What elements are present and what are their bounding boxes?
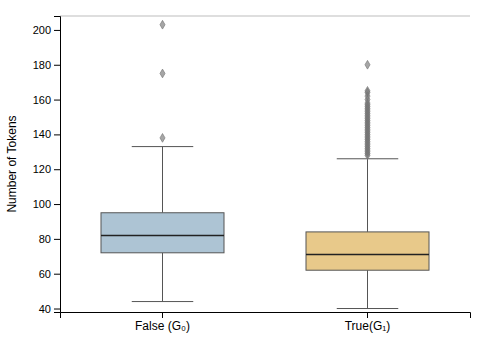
flier	[160, 20, 165, 29]
cap-low	[337, 308, 399, 309]
x-tick: False (G₀)	[135, 312, 190, 333]
y-tick: 40	[39, 303, 60, 315]
y-tick-mark	[54, 204, 60, 205]
y-tick-label: 40	[39, 303, 51, 315]
boxes	[101, 20, 429, 308]
whisker-low	[162, 253, 163, 302]
flier	[160, 134, 165, 143]
y-tick-label: 60	[39, 268, 51, 280]
y-tick-mark	[54, 30, 60, 31]
y-tick: 60	[39, 268, 60, 280]
x-axis: False (G₀) True(G₁)	[61, 312, 471, 333]
whisker-low	[367, 270, 368, 308]
y-tick-mark	[54, 134, 60, 135]
box-group	[306, 60, 429, 308]
median	[101, 235, 224, 237]
chart: 40 60 80 100 120 140 160 180 200 False (G₀) True(G…	[0, 0, 486, 350]
y-tick: 120	[33, 163, 60, 175]
box	[306, 232, 429, 270]
y-tick: 180	[33, 59, 60, 71]
box-group	[101, 20, 224, 301]
whisker-high	[162, 147, 163, 213]
box	[101, 213, 224, 253]
y-axis: 40 60 80 100 120 140 160 180 200	[33, 17, 61, 315]
y-axis-title: Number of Tokens	[5, 115, 19, 212]
x-tick-mark	[367, 312, 368, 318]
y-tick-label: 140	[33, 128, 51, 140]
y-tick-mark	[54, 169, 60, 170]
cap-low	[132, 301, 194, 302]
cap-high	[132, 146, 194, 147]
y-tick-mark	[54, 274, 60, 275]
y-tick-label: 160	[33, 94, 51, 106]
y-tick-label: 120	[33, 163, 51, 175]
y-tick: 200	[33, 24, 60, 36]
frame-top	[60, 16, 470, 17]
x-tick-mark	[162, 312, 163, 318]
median	[306, 254, 429, 256]
y-tick-mark	[54, 309, 60, 310]
x-tick-label: True(G₁)	[345, 319, 391, 333]
flier	[365, 87, 370, 96]
flier	[365, 60, 370, 69]
y-tick-label: 180	[33, 59, 51, 71]
y-tick-mark	[54, 239, 60, 240]
x-axis-line	[61, 313, 471, 319]
whisker-high	[367, 159, 368, 232]
y-tick-label: 100	[33, 198, 51, 210]
y-tick-mark	[54, 100, 60, 101]
y-tick-label: 80	[39, 233, 51, 245]
y-tick: 100	[33, 198, 60, 210]
y-tick: 140	[33, 128, 60, 140]
y-axis-line	[54, 17, 61, 313]
x-tick: True(G₁)	[345, 312, 391, 333]
y-tick-mark	[54, 65, 60, 66]
x-tick-label: False (G₀)	[135, 319, 190, 333]
y-tick: 80	[39, 233, 60, 245]
plot-area: 40 60 80 100 120 140 160 180 200 False (G₀) True(G…	[5, 16, 471, 333]
flier	[160, 69, 165, 78]
y-tick-label: 200	[33, 24, 51, 36]
y-tick: 160	[33, 94, 60, 106]
